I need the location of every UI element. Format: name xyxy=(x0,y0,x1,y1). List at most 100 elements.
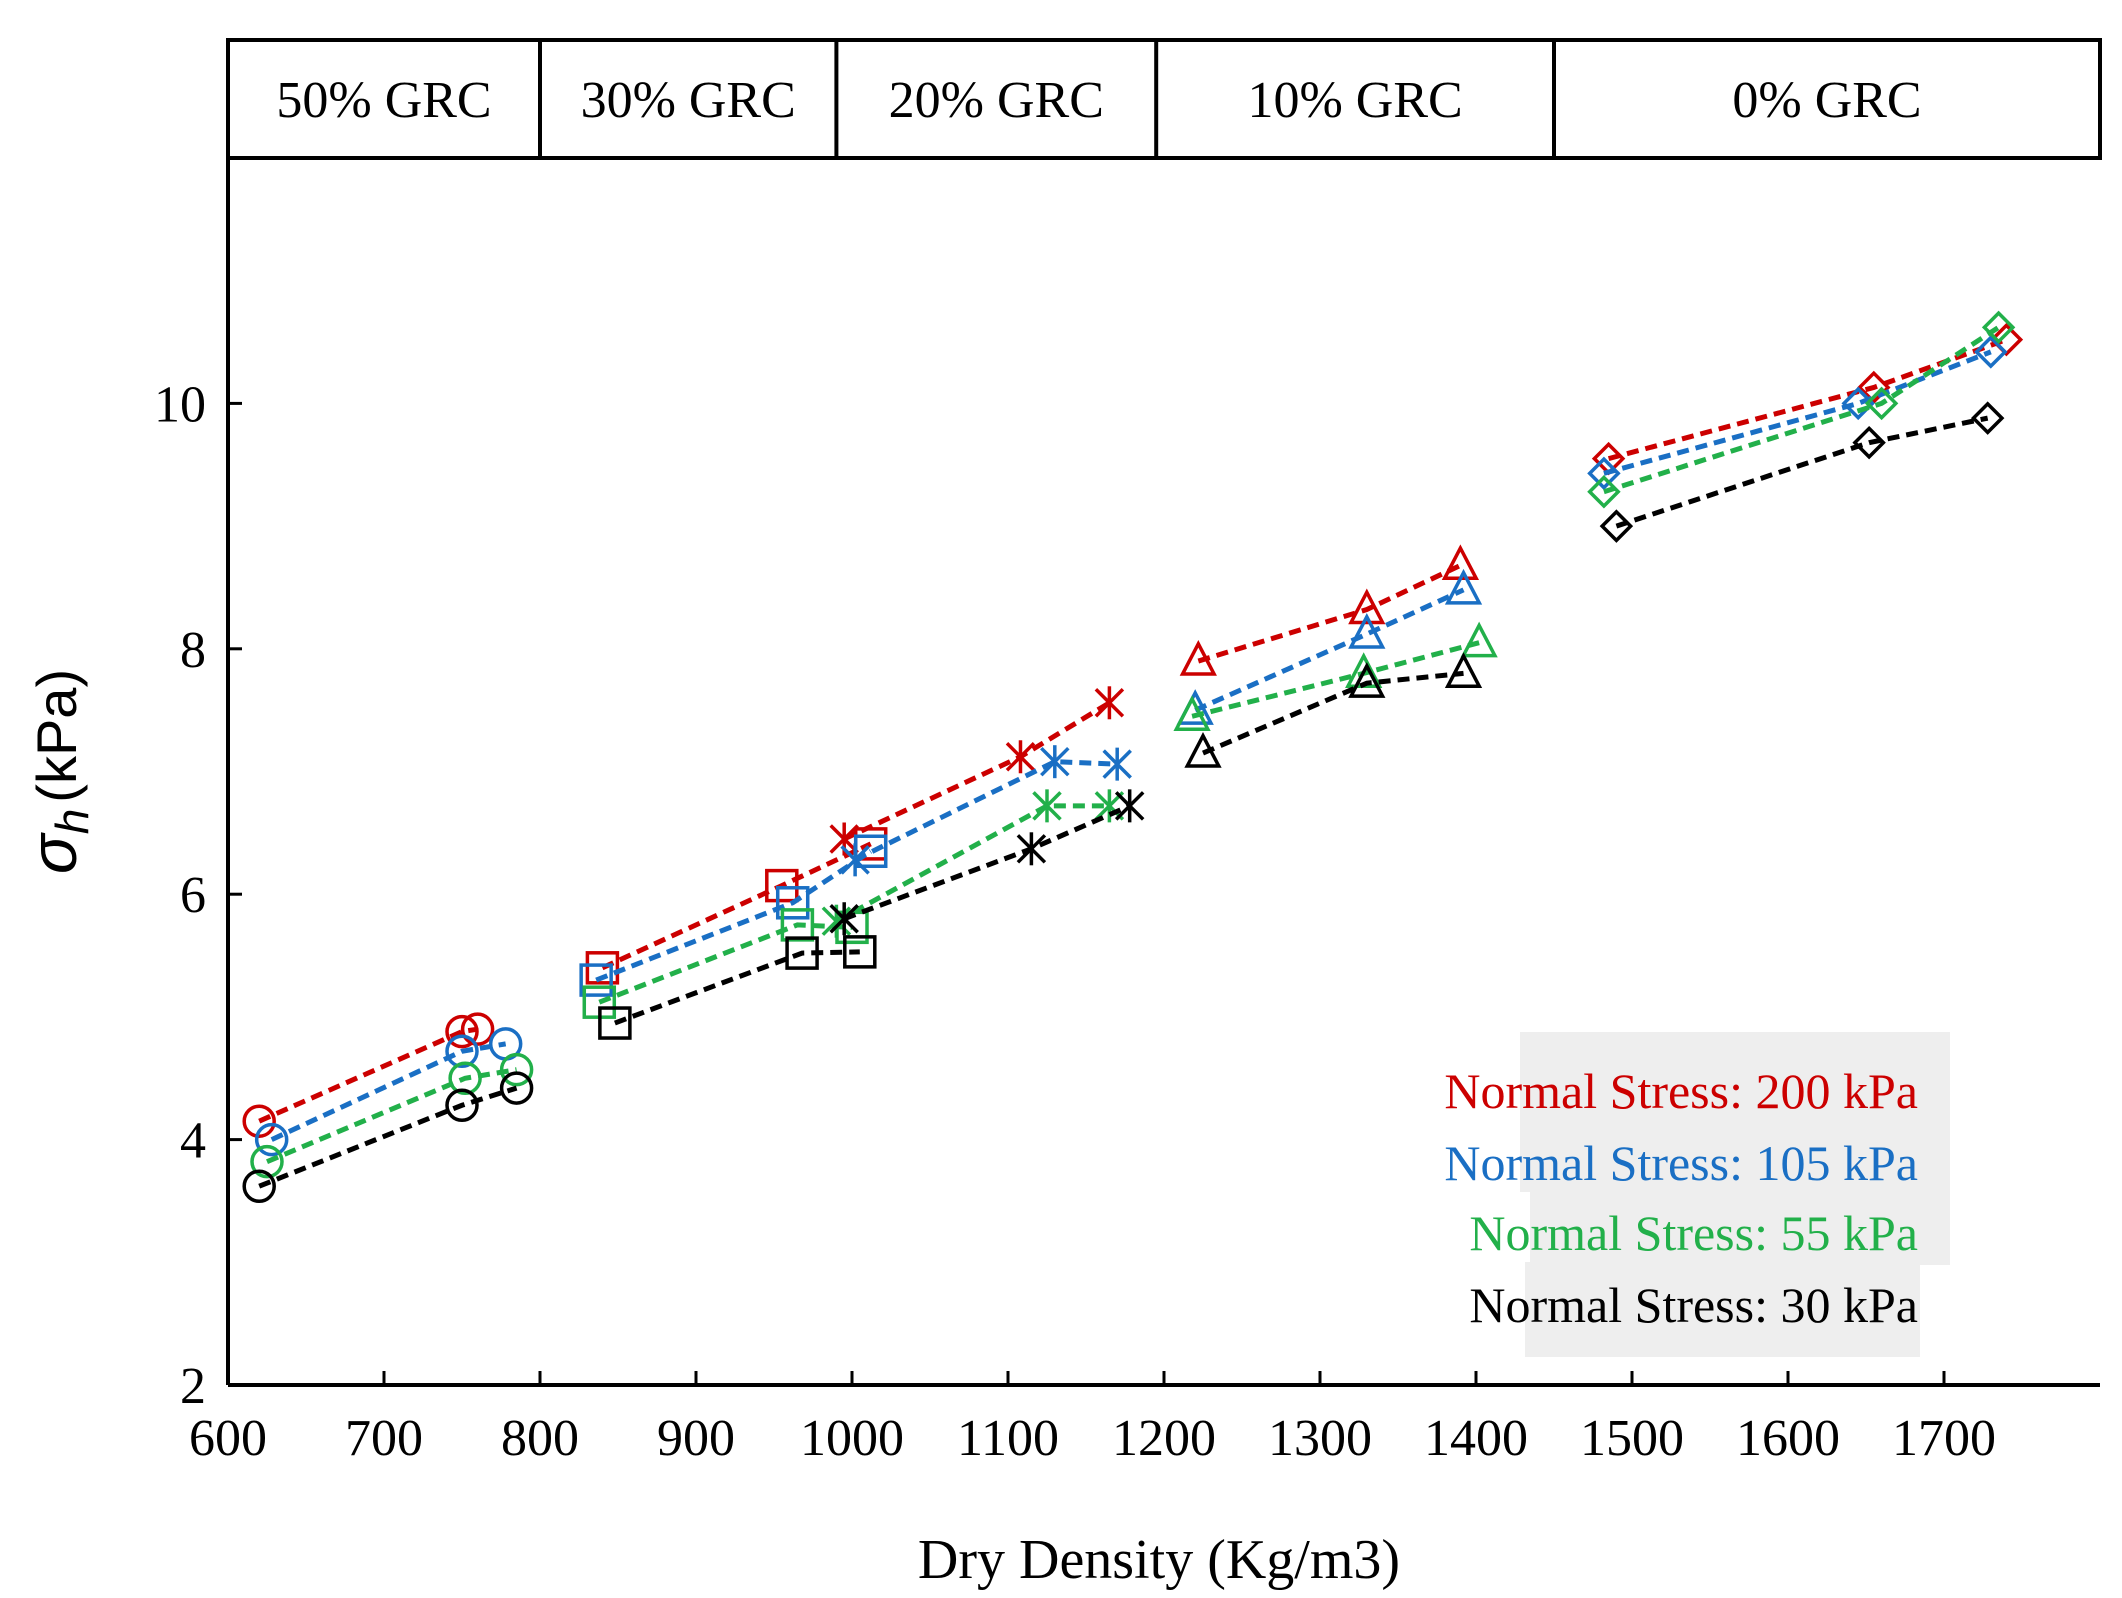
trend-line xyxy=(854,759,1118,863)
x-tick-label: 1000 xyxy=(800,1410,904,1467)
data-point-asterisk xyxy=(1094,686,1125,720)
data-point-circle xyxy=(445,1088,479,1122)
data-point-triangle xyxy=(1173,695,1211,731)
data-point-triangle xyxy=(1348,613,1386,649)
data-point-circle xyxy=(499,1071,534,1105)
data-point-asterisk xyxy=(1005,740,1036,774)
band-label: 20% GRC xyxy=(889,72,1104,129)
data-point-asterisk xyxy=(1114,789,1145,823)
data-point-circle xyxy=(242,1169,276,1203)
band-label: 30% GRC xyxy=(581,72,796,129)
y-tick-label: 10 xyxy=(154,376,206,433)
band-label: 10% GRC xyxy=(1247,72,1462,129)
grc-band-header: 50% GRC 30% GRC 20% GRC 10% GRC 0% GRC xyxy=(226,38,2102,160)
trend-line xyxy=(1615,415,1989,529)
legend-box-1 xyxy=(1520,1032,1950,1192)
plot-area xyxy=(242,310,2024,1203)
legend: Normal Stress: 200 kPa Normal Stress: 105… xyxy=(1444,1032,1950,1357)
band-label: 50% GRC xyxy=(276,72,491,129)
x-tick-label: 900 xyxy=(657,1410,735,1467)
data-point-triangle xyxy=(1348,588,1386,625)
y-tick-label: 2 xyxy=(180,1358,206,1415)
data-point-asterisk xyxy=(1032,789,1062,823)
trend-line xyxy=(258,1085,518,1189)
data-point-asterisk xyxy=(1040,745,1070,779)
data-point-triangle xyxy=(1179,640,1217,676)
series-2 xyxy=(254,335,2008,1157)
x-tick-label: 1600 xyxy=(1736,1410,1840,1467)
axes: 600 700 800 900 1000 1100 1200 1300 1400 1500 1600… xyxy=(16,158,2100,1591)
x-tick-label: 1300 xyxy=(1268,1410,1372,1467)
y-axis-symbol: σ xyxy=(16,832,90,874)
data-point-diamond xyxy=(1974,335,2008,369)
data-point-triangle xyxy=(1184,732,1222,768)
data-point-diamond xyxy=(1841,386,1875,421)
data-point-square xyxy=(843,935,877,969)
data-point-triangle xyxy=(1444,568,1483,605)
data-point-circle xyxy=(250,1144,284,1179)
trend-line xyxy=(1191,640,1480,719)
x-tick-label: 1100 xyxy=(957,1410,1059,1467)
data-point-asterisk xyxy=(1102,747,1132,781)
series-4 xyxy=(242,401,2005,1203)
trend-line xyxy=(1197,563,1462,664)
data-point-square xyxy=(785,936,819,970)
data-point-asterisk xyxy=(829,902,859,936)
data-point-diamond xyxy=(1599,509,1634,543)
trend-line xyxy=(598,922,853,1005)
legend-box-3 xyxy=(1525,1262,1920,1357)
data-point-triangle xyxy=(1441,544,1480,581)
data-point-diamond xyxy=(1864,386,1899,421)
legend-label: Normal Stress: 30 kPa xyxy=(1469,1277,1918,1333)
x-tick-label: 800 xyxy=(501,1410,579,1467)
y-tick-label: 8 xyxy=(180,622,206,679)
legend-box-2 xyxy=(1530,1185,1950,1265)
y-tick-label: 4 xyxy=(180,1113,206,1170)
data-point-asterisk xyxy=(1016,832,1047,866)
legend-label: Normal Stress: 105 kPa xyxy=(1444,1135,1918,1191)
data-point-square xyxy=(775,886,810,920)
y-axis-unit: (kPa) xyxy=(25,669,88,803)
data-point-square xyxy=(780,908,815,942)
data-point-circle xyxy=(499,1052,534,1087)
data-point-diamond xyxy=(1852,425,1886,460)
data-point-circle xyxy=(445,1034,479,1069)
legend-label: Normal Stress: 55 kPa xyxy=(1469,1205,1918,1261)
data-point-diamond xyxy=(1587,475,1621,509)
band-label: 0% GRC xyxy=(1732,72,1921,129)
data-point-square xyxy=(585,951,620,985)
data-point-diamond xyxy=(1981,310,2016,345)
x-tick-label: 700 xyxy=(345,1410,423,1467)
data-point-diamond xyxy=(1587,456,1621,491)
trend-line xyxy=(1194,587,1465,713)
data-point-triangle xyxy=(1444,652,1483,689)
trend-line xyxy=(843,700,1111,842)
trend-line xyxy=(1603,325,2000,495)
series-1 xyxy=(242,322,2024,1138)
x-tick-label: 600 xyxy=(189,1410,267,1467)
x-axis-title: Dry Density (Kg/m3) xyxy=(918,1529,1400,1591)
trend-line xyxy=(835,803,1110,924)
data-point-square xyxy=(765,868,799,903)
trend-line xyxy=(601,841,872,971)
data-point-square xyxy=(579,963,613,997)
data-point-triangle xyxy=(1348,662,1386,698)
data-point-circle xyxy=(445,1014,479,1049)
trend-line xyxy=(614,949,860,1026)
data-point-circle xyxy=(448,1061,482,1095)
data-point-square xyxy=(598,1006,632,1040)
trend-line xyxy=(1202,670,1464,756)
data-point-diamond xyxy=(1970,401,2005,435)
x-tick-label: 1500 xyxy=(1580,1410,1684,1467)
band-header-frame xyxy=(226,38,2102,160)
x-tick-label: 1400 xyxy=(1424,1410,1528,1467)
x-tick-label: 1700 xyxy=(1892,1410,1996,1467)
trend-line xyxy=(258,1026,478,1124)
data-point-circle xyxy=(242,1104,276,1138)
trend-line xyxy=(266,1067,518,1164)
data-point-circle xyxy=(460,1012,495,1046)
data-point-asterisk xyxy=(840,843,870,877)
x-tick-label: 1200 xyxy=(1112,1410,1216,1467)
